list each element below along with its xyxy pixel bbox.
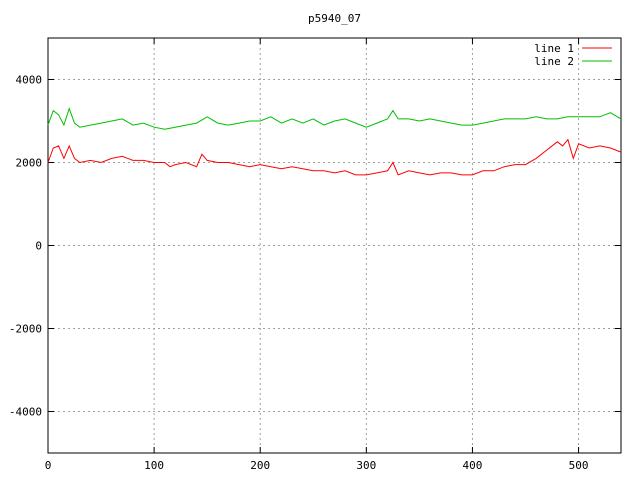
y-tick-label: -2000 — [9, 323, 42, 336]
chart-title: p5940_07 — [308, 12, 361, 25]
legend-label: line 1 — [534, 42, 574, 55]
y-tick-label: -4000 — [9, 406, 42, 419]
grid-lines — [48, 38, 621, 453]
x-tick-label: 300 — [356, 459, 376, 472]
y-tick-label: 4000 — [16, 74, 43, 87]
y-tick-label: 2000 — [16, 157, 43, 170]
y-tick-label: 0 — [35, 240, 42, 253]
axes: 0 100 200 300 400 500 -4000 -2000 0 2000 4000 — [9, 37, 622, 472]
x-tick-label: 200 — [250, 459, 270, 472]
legend-label: line 2 — [534, 55, 574, 68]
series-lines — [47, 107, 622, 176]
series-line-2 — [47, 107, 622, 130]
x-tick-label: 0 — [45, 459, 52, 472]
x-tick-label: 400 — [463, 459, 483, 472]
x-tick-label: 500 — [569, 459, 589, 472]
series-line-1 — [47, 138, 622, 176]
x-tick-label: 100 — [144, 459, 164, 472]
